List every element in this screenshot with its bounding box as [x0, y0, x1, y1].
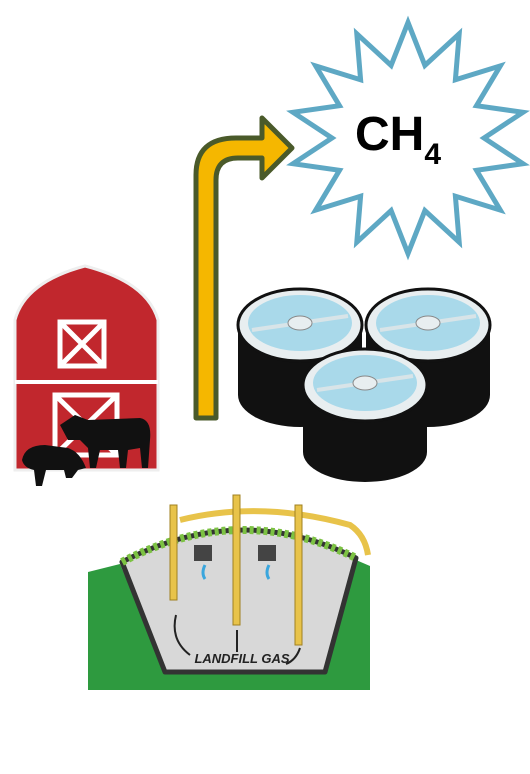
tank — [303, 349, 427, 482]
formula-subscript: 4 — [424, 138, 441, 171]
landfill-label: LANDFILL GAS — [194, 651, 289, 666]
illustration: CH4 — [0, 0, 530, 774]
formula-text: CH — [355, 108, 424, 161]
